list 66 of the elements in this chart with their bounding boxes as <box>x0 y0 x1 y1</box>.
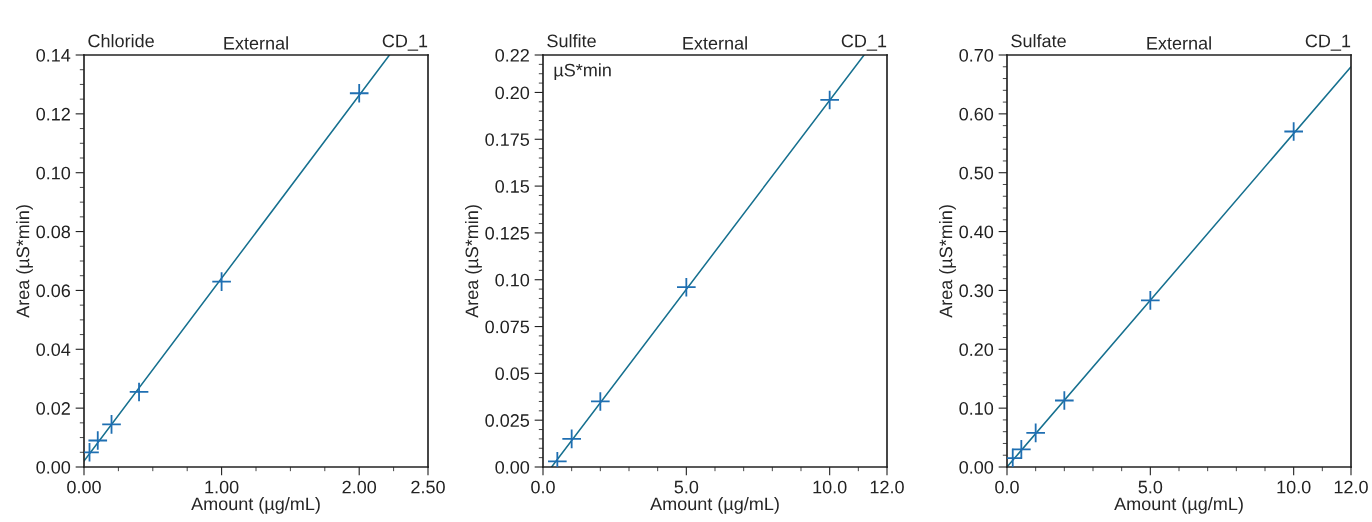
y-tick-label: 0.08 <box>36 225 71 239</box>
point <box>819 89 840 111</box>
x-tick-label: 5.0 <box>1138 480 1163 494</box>
point <box>1140 290 1161 311</box>
x-axis-title: Amount (µg/mL) <box>191 497 320 514</box>
x-tick-label: 1.00 <box>205 480 239 494</box>
y-tick-label: 0.175 <box>485 133 530 146</box>
y-tick-label: 0.22 <box>495 48 529 62</box>
x-axis-title: Amount (µg/mL) <box>1114 497 1243 514</box>
y-tick-label: 0.12 <box>36 107 70 121</box>
chart-title: External <box>683 36 747 50</box>
chart-title: External <box>1147 36 1211 50</box>
y-tick-label: 0.50 <box>959 166 994 180</box>
x-tick-label: 0.0 <box>531 480 555 494</box>
y-tick-label: 0.125 <box>485 226 530 240</box>
chart-title: External <box>224 36 288 50</box>
y-tick-label: 0.60 <box>959 107 994 121</box>
x-tick-label: 12.0 <box>870 480 904 494</box>
point <box>676 276 697 298</box>
point <box>348 83 370 104</box>
y-axis-title: Area (µS*min) <box>465 205 482 318</box>
y-tick-label: 0.00 <box>36 460 71 474</box>
y-tick-label: 0.70 <box>959 48 994 62</box>
y-tick-label: 0.06 <box>36 284 71 298</box>
x-tick-label: 0.0 <box>995 480 1019 494</box>
text: Chloride <box>88 34 154 48</box>
y-tick-label: 0.10 <box>36 166 71 180</box>
y-axis-title: Area (µS*min) <box>939 205 956 318</box>
y-tick-label: 0.075 <box>485 320 530 334</box>
point <box>561 428 582 450</box>
text: CD_1 <box>841 34 887 51</box>
annotation: µS*min <box>554 63 611 81</box>
y-tick-label: 0.04 <box>36 343 71 357</box>
y-tick-label: 0.02 <box>36 402 70 415</box>
y-tick-label: 0.00 <box>495 460 530 474</box>
y-tick-label: 0.20 <box>495 86 530 100</box>
point <box>128 381 150 403</box>
text: CD_1 <box>382 34 428 51</box>
y-axis-title: Area (µS*min) <box>16 205 33 318</box>
y-tick-label: 0.15 <box>495 180 530 193</box>
y-tick-label: 0.025 <box>485 414 530 427</box>
x-tick-label: 12.0 <box>1334 480 1368 494</box>
y-tick-label: 0.10 <box>495 273 530 287</box>
x-tick-label: 2.50 <box>411 480 445 494</box>
x-tick-label: 0.00 <box>67 480 101 494</box>
x-tick-label: 10.0 <box>1277 480 1311 494</box>
y-tick-label: 0.14 <box>36 48 71 62</box>
y-tick-label: 0.30 <box>959 284 994 298</box>
point <box>1025 422 1046 444</box>
y-tick-label: 0.40 <box>959 225 994 239</box>
text: Sulfate <box>1011 34 1066 48</box>
y-tick-label: 0.05 <box>495 367 530 381</box>
text: CD_1 <box>1305 34 1351 51</box>
y-tick-label: 0.00 <box>959 460 994 474</box>
x-axis-title: Amount (µg/mL) <box>650 497 779 514</box>
y-tick-label: 0.10 <box>959 402 994 415</box>
x-tick-label: 2.00 <box>342 480 377 494</box>
point <box>1283 121 1304 142</box>
point <box>211 271 232 292</box>
point <box>101 414 122 435</box>
point <box>590 391 611 412</box>
x-tick-label: 5.0 <box>674 480 699 494</box>
y-tick-label: 0.20 <box>959 343 994 357</box>
point <box>1054 390 1075 411</box>
text: Sulfite <box>547 34 596 48</box>
x-tick-label: 10.0 <box>813 480 847 494</box>
